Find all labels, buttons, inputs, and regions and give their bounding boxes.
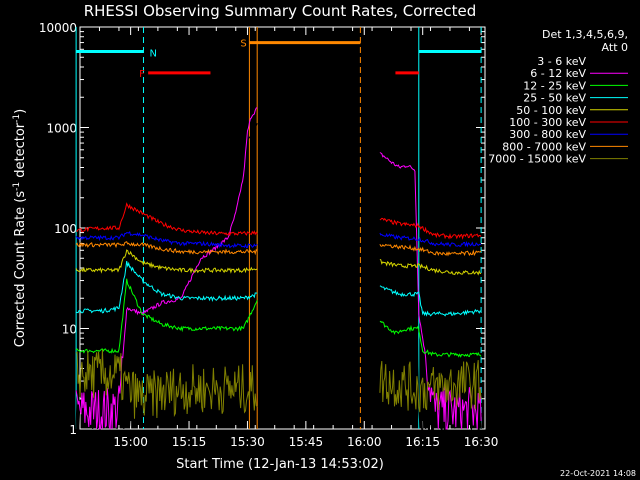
series-line (75, 202, 258, 237)
series-line (379, 152, 482, 430)
y-tick-label: 100 (54, 222, 77, 236)
series-line (75, 107, 258, 430)
series-lines (75, 107, 482, 431)
legend-entry-label: 12 - 25 keV (523, 79, 586, 92)
axis-ticks: 15:00 15:15 15:30 15:45 16:00 16:15 16:30 1 10 10… (39, 21, 499, 449)
series-line (379, 360, 482, 413)
series-line (76, 260, 258, 314)
x-tick-label: 15:15 (172, 435, 207, 449)
series-line (379, 232, 482, 248)
y-tick-label: 10000 (39, 21, 77, 35)
legend-entry-label: 100 - 300 keV (509, 116, 586, 129)
legend-entry-label: 25 - 50 keV (523, 92, 586, 105)
y-axis-label-sup: -1 (12, 114, 22, 123)
series-line (379, 285, 482, 317)
legend-entry-label: 3 - 6 keV (537, 55, 586, 68)
footer-date: 22-Oct-2021 14:08 (560, 469, 636, 478)
y-axis-label-part: Corrected Count Rate (s (13, 191, 28, 348)
series-line (75, 278, 258, 354)
series-line (379, 149, 482, 431)
x-tick-label: 15:30 (230, 435, 265, 449)
x-axis-label: Start Time (12-Jan-13 14:53:02) (176, 457, 384, 472)
x-tick-label: 16:00 (347, 435, 382, 449)
series-line (379, 258, 482, 276)
y-axis-label-sup: -1 (12, 182, 22, 191)
plot-frame (79, 26, 486, 430)
flag-label: N (149, 49, 156, 60)
series-line (75, 249, 258, 274)
flag-label: F (139, 69, 145, 80)
y-axis-label-part: ) (13, 109, 28, 114)
x-tick-label: 16:15 (405, 435, 440, 449)
legend-entry-label: 6 - 12 keV (530, 67, 586, 80)
legend-header-line: Det 1,3,4,5,6,9, (542, 28, 628, 41)
legend-entry-label: 50 - 100 keV (516, 104, 586, 117)
series-line (75, 241, 258, 256)
y-tick-label: 1 (69, 423, 77, 437)
flag-label: S (240, 39, 246, 50)
y-tick-label: 1000 (46, 122, 77, 136)
legend-entry-label: 300 - 800 keV (509, 128, 586, 141)
flag-markers: NF S (75, 27, 482, 429)
series-line (75, 231, 258, 249)
series-line (379, 320, 482, 358)
x-tick-label: 15:00 (113, 435, 148, 449)
series-line (75, 349, 258, 419)
y-tick-label: 10 (62, 323, 77, 337)
svg-text:Corrected Count Rate (s-1 dete: Corrected Count Rate (s-1 detector-1) (12, 109, 28, 347)
series-line (379, 243, 482, 257)
series-line (379, 217, 482, 240)
y-axis-label: Corrected Count Rate (s-1 detector-1) (12, 109, 28, 347)
legend-header-line: Att 0 (602, 41, 628, 54)
x-tick-label: 16:30 (464, 435, 499, 449)
y-axis-label-part: detector (13, 122, 28, 182)
chart-title: RHESSI Observing Summary Count Rates, Co… (84, 2, 477, 20)
legend-entry-label: 7000 - 15000 keV (488, 153, 586, 166)
x-tick-label: 15:45 (289, 435, 324, 449)
legend-entry-label: 800 - 7000 keV (502, 140, 586, 153)
